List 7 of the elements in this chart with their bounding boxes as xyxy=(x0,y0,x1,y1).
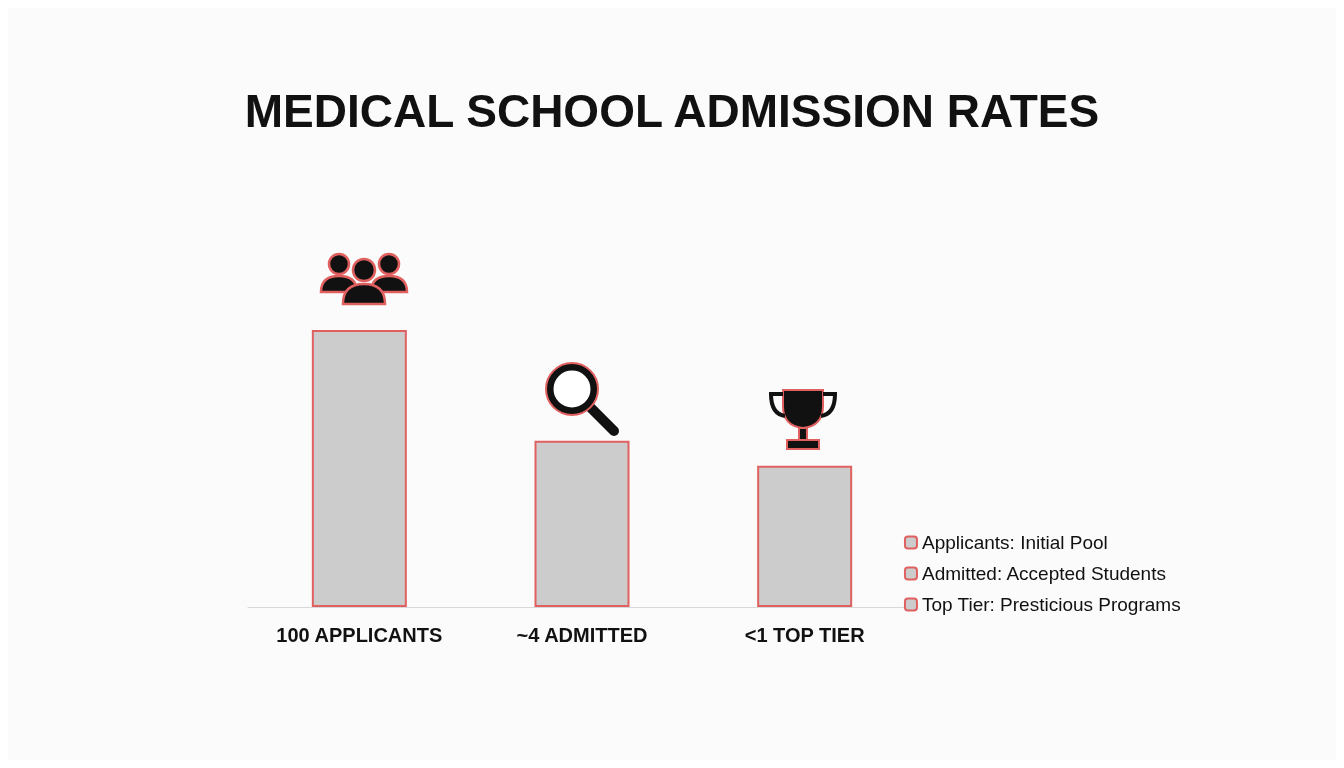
legend-label: Admitted: Accepted Students xyxy=(921,563,1166,584)
legend-label: Top Tier: Presticious Programs xyxy=(921,594,1181,615)
chart-title: MEDICAL SCHOOL ADMISSION RATES xyxy=(244,85,1100,137)
legend-label: Applicants: Initial Pool xyxy=(921,532,1108,553)
x-tick-label: 100 APPLICANTS xyxy=(276,624,443,646)
x-tick-label: ~4 ADMITTED xyxy=(516,624,648,646)
x-tick-label: <1 TOP TIER xyxy=(744,624,866,646)
